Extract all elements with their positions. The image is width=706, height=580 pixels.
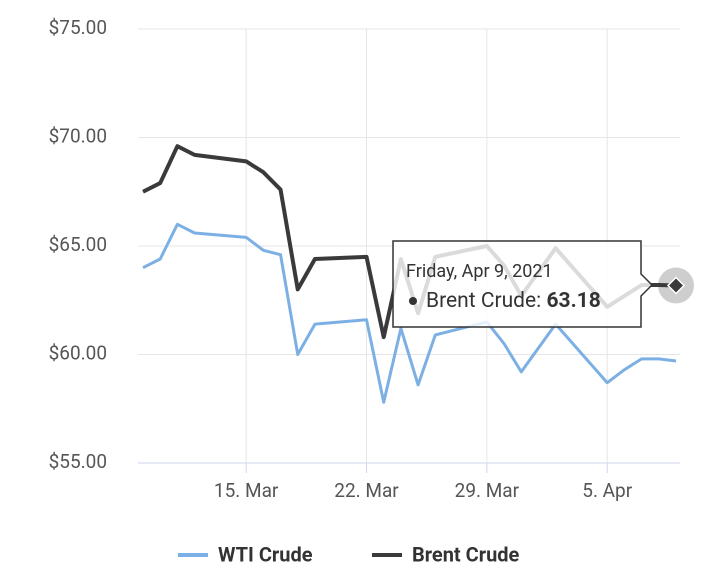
y-tick-label: $75.00 bbox=[49, 16, 107, 39]
x-tick-label: 5. Apr bbox=[582, 479, 632, 502]
tooltip-value: 63.18 bbox=[546, 289, 600, 313]
tooltip: Friday, Apr 9, 2021 Brent Crude: 63.18 bbox=[392, 240, 654, 328]
x-tick-label: 22. Mar bbox=[334, 479, 399, 502]
legend-label: Brent Crude bbox=[412, 542, 520, 566]
y-tick-label: $70.00 bbox=[49, 125, 107, 148]
tooltip-dot bbox=[409, 297, 417, 305]
y-tick-label: $55.00 bbox=[49, 450, 107, 473]
y-tick-label: $60.00 bbox=[49, 342, 107, 365]
tooltip-body: Brent Crude: 63.18 bbox=[426, 289, 601, 313]
series-line bbox=[142, 222, 677, 404]
tooltip-box bbox=[392, 240, 654, 328]
hover-point bbox=[666, 276, 686, 295]
legend-label: WTI Crude bbox=[218, 542, 313, 566]
tooltip-label: Brent Crude: bbox=[426, 289, 541, 313]
y-tick-label: $65.00 bbox=[49, 233, 107, 256]
x-tick-label: 15. Mar bbox=[214, 479, 279, 502]
tooltip-header: Friday, Apr 9, 2021 bbox=[406, 261, 553, 282]
x-tick-label: 29. Mar bbox=[455, 479, 520, 502]
